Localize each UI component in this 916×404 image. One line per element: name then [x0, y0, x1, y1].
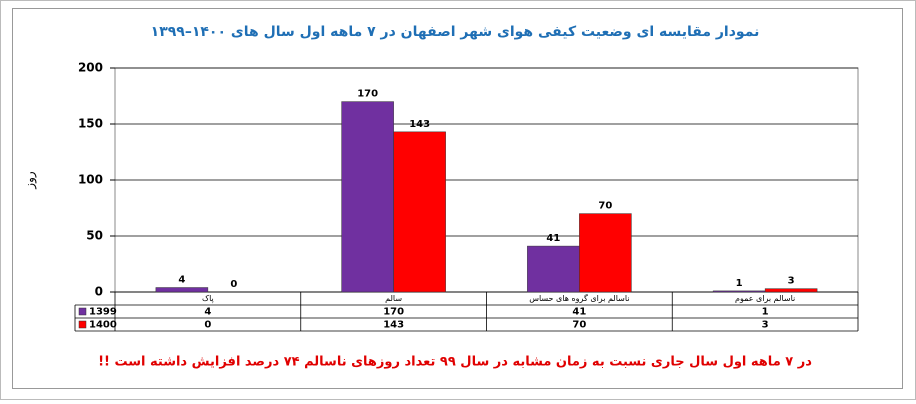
table-value: 143 — [383, 320, 404, 331]
value-label: 4 — [178, 275, 185, 286]
chart-title: نمودار مقایسه ای وضعیت کیفی هوای شهر اصف… — [151, 24, 760, 40]
value-label: 0 — [230, 279, 237, 290]
category-label: پاک — [202, 294, 214, 303]
legend-swatch — [78, 320, 87, 329]
value-label: 170 — [357, 89, 378, 100]
category-label: سالم — [385, 294, 402, 303]
legend-label: 1400 — [89, 320, 117, 331]
y-tick-label: 50 — [86, 229, 103, 243]
table-value: 170 — [383, 307, 404, 318]
bar — [579, 213, 632, 293]
value-label: 70 — [598, 201, 612, 212]
bar — [764, 288, 818, 293]
table-value: 1 — [762, 307, 769, 318]
value-label: 3 — [788, 276, 795, 287]
bar — [341, 101, 394, 293]
legend-swatch — [78, 307, 87, 316]
y-tick-label: 0 — [95, 285, 103, 299]
value-label: 41 — [546, 233, 560, 244]
bar — [527, 245, 580, 293]
value-label: 1 — [736, 278, 743, 289]
table-value: 4 — [204, 307, 211, 318]
y-tick-label: 200 — [78, 61, 103, 75]
bar — [155, 287, 209, 293]
category-label: ناسالم برای گروه های حساس — [529, 293, 629, 303]
y-tick-label: 150 — [78, 117, 103, 131]
note: در ۷ ماهه اول سال جاری نسبت به زمان مشاب… — [98, 355, 812, 370]
bar — [712, 290, 766, 293]
legend-label: 1399 — [89, 307, 117, 318]
table-value: 3 — [762, 320, 769, 331]
y-axis-label: روز — [23, 171, 38, 190]
y-tick-label: 100 — [78, 173, 103, 187]
table-value: 41 — [572, 307, 586, 318]
table-value: 70 — [572, 320, 586, 331]
bar — [393, 131, 446, 293]
category-label: ناسالم برای عموم — [735, 294, 795, 303]
value-label: 143 — [409, 119, 430, 130]
table-value: 0 — [204, 320, 211, 331]
